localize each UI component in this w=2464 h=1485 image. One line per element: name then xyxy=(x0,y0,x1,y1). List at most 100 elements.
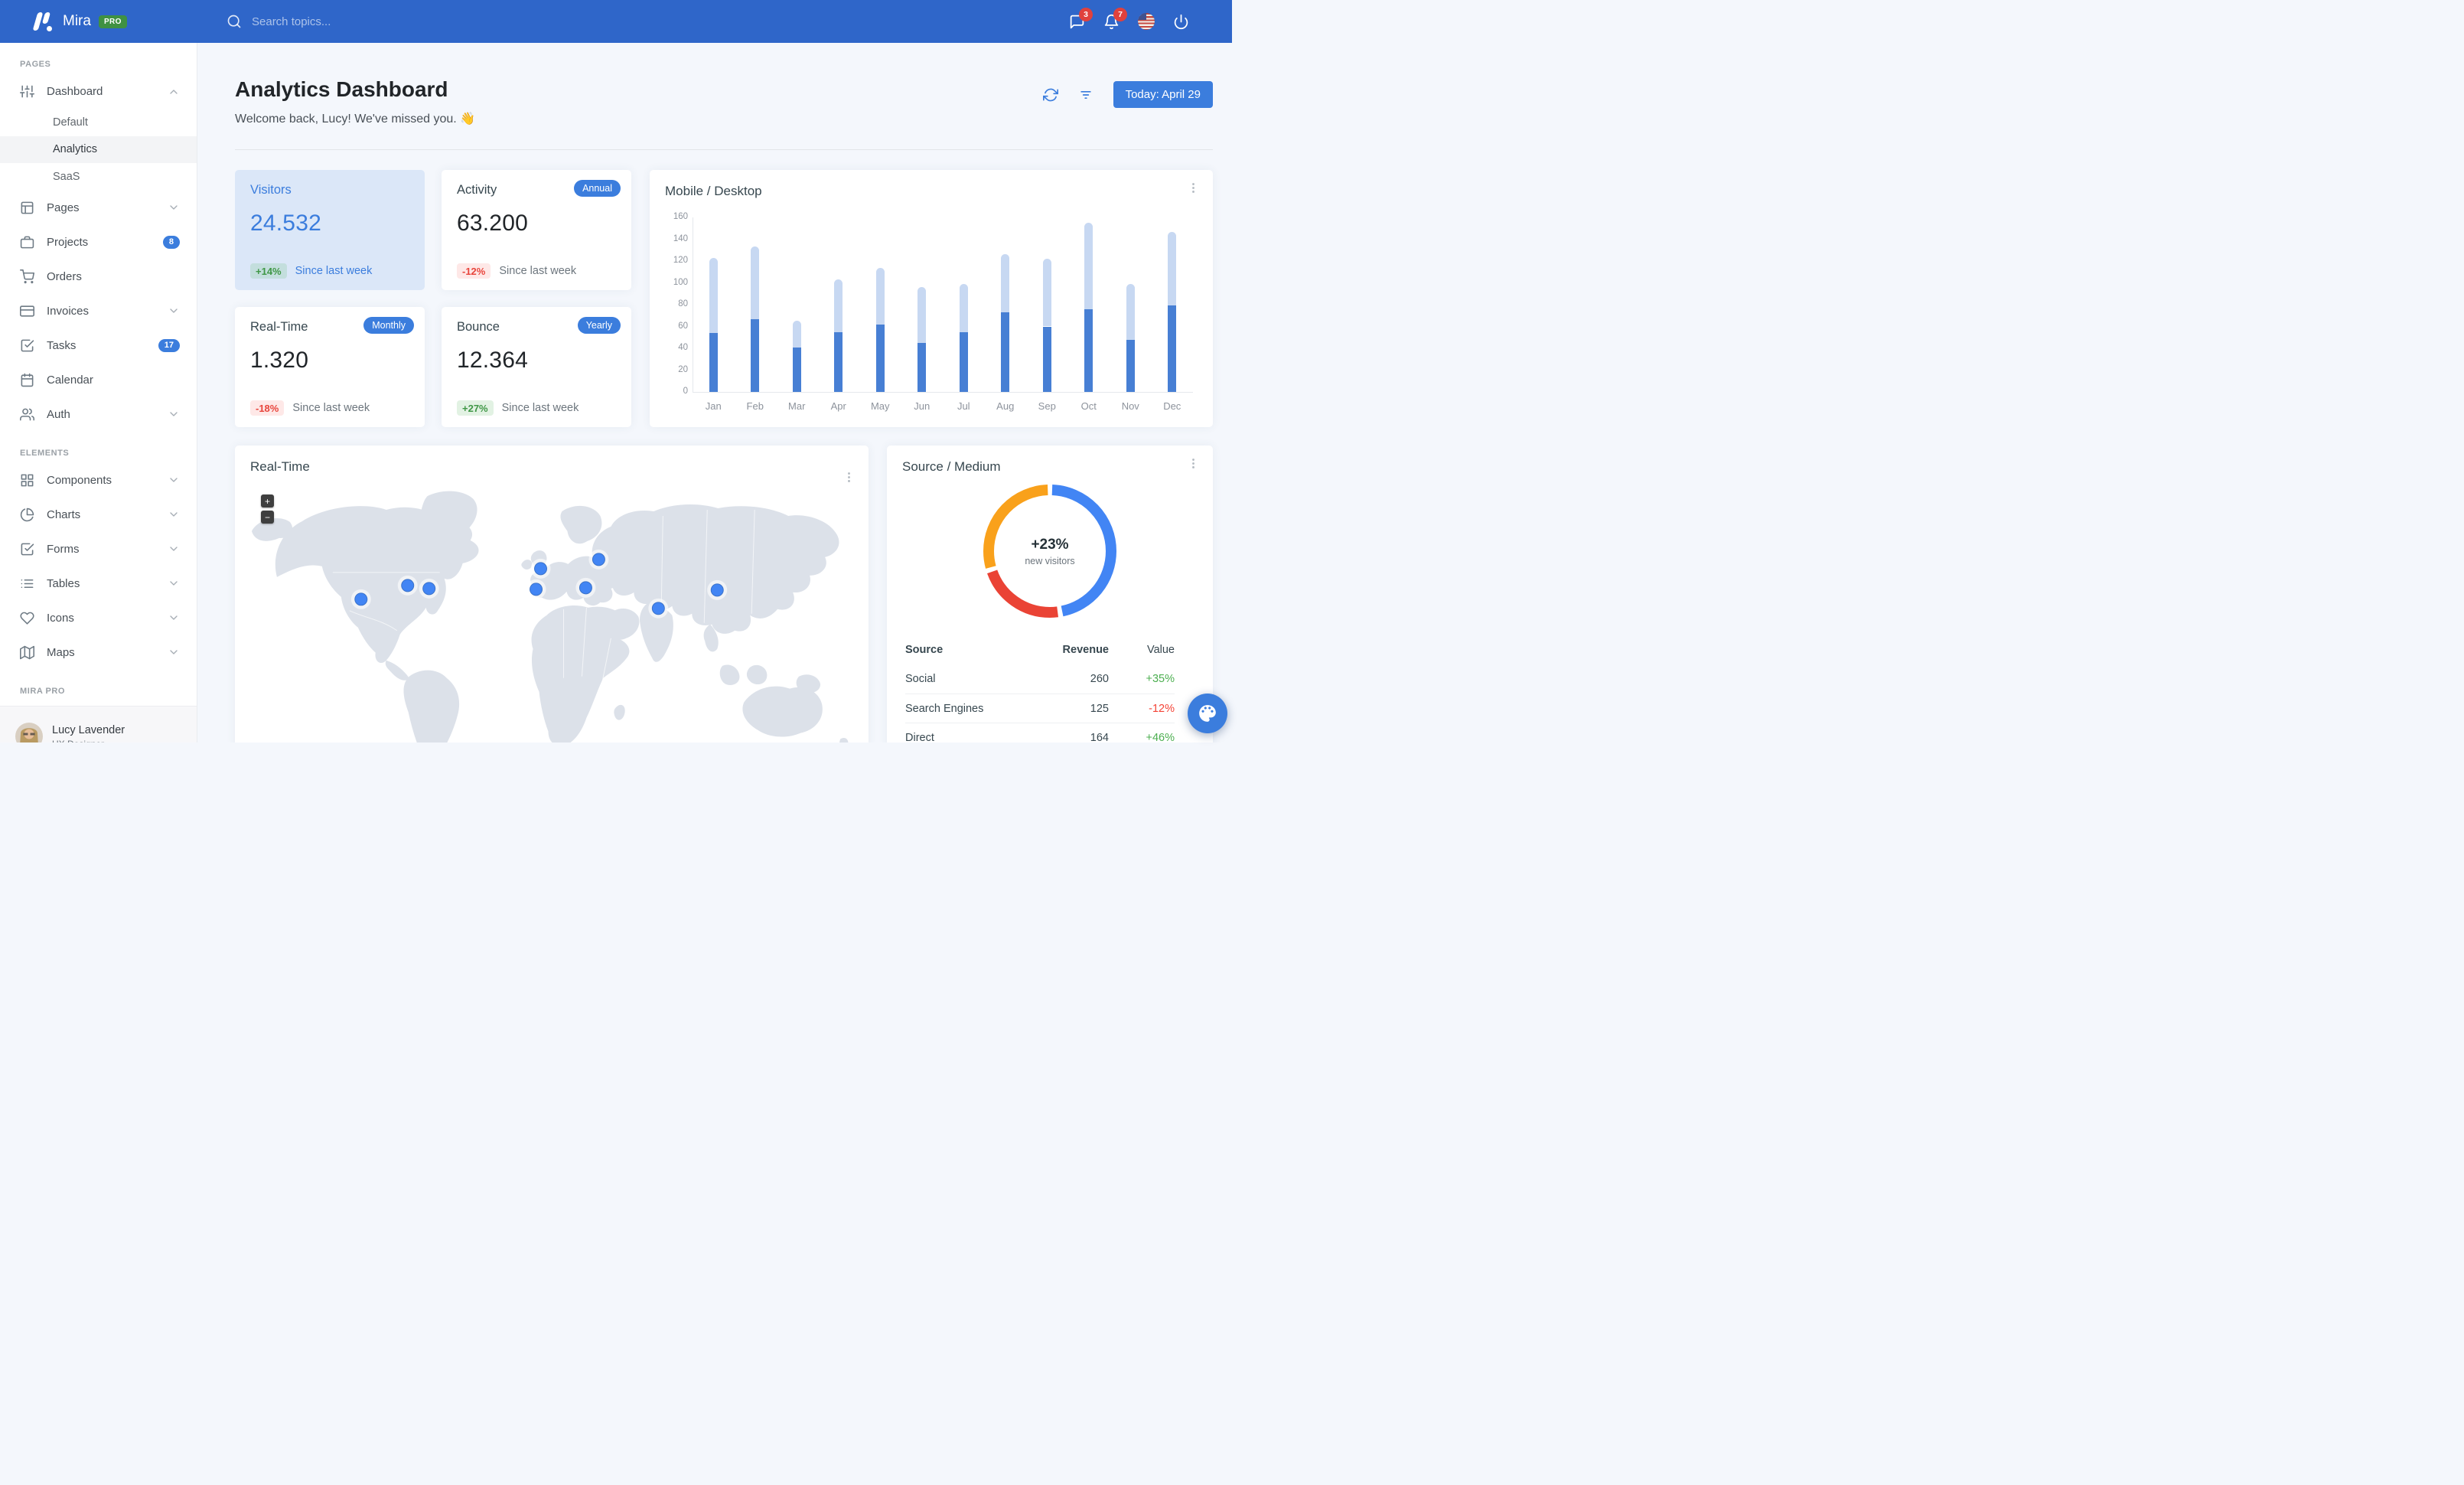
bar-desktop xyxy=(917,287,927,343)
list-icon xyxy=(20,576,34,591)
stat-card-real-time: Real-Time Monthly 1.320 -18% Since last week xyxy=(235,307,425,427)
sidebar-nav: PAGES Dashboard Default Analytics SaaS Pages P… xyxy=(0,43,197,701)
sidebar-item-label: Projects xyxy=(47,235,89,249)
heart-icon xyxy=(20,611,34,625)
sidebar-item-pages[interactable]: Pages xyxy=(0,191,197,225)
map-marker-us-central xyxy=(401,579,415,592)
y-axis-tick: 40 xyxy=(678,343,688,352)
kebab-menu-icon[interactable] xyxy=(1187,181,1200,194)
y-axis-tick: 0 xyxy=(683,387,688,396)
map-marker-spain xyxy=(530,583,543,596)
pro-badge: PRO xyxy=(98,15,127,28)
message-square-icon[interactable]: 3 xyxy=(1069,7,1093,30)
sidebar-item-dashboard[interactable]: Dashboard xyxy=(0,74,197,109)
stat-value: 12.364 xyxy=(457,348,528,373)
sidebar-item-orders[interactable]: Orders xyxy=(0,259,197,294)
x-axis-label: Apr xyxy=(830,400,846,412)
bell-icon[interactable]: 7 xyxy=(1103,7,1127,30)
kebab-menu-icon[interactable] xyxy=(843,471,856,484)
refresh-icon[interactable] xyxy=(1042,87,1058,103)
sidebar-item-invoices[interactable]: Invoices xyxy=(0,294,197,328)
date-button[interactable]: Today: April 29 xyxy=(1113,81,1213,108)
theme-settings-button[interactable] xyxy=(1188,694,1227,733)
chevron-down-icon xyxy=(168,474,180,486)
cell-source: Direct xyxy=(905,731,934,743)
cell-value: -12% xyxy=(1149,702,1175,715)
stat-delta: +27% xyxy=(457,400,494,416)
col-header-source: Source xyxy=(905,644,944,656)
sidebar-item-auth[interactable]: Auth xyxy=(0,397,197,432)
chevron-down-icon xyxy=(168,646,180,658)
sidebar-count-badge: 8 xyxy=(162,235,180,249)
bar-mobile xyxy=(875,324,885,392)
period-chip[interactable]: Yearly xyxy=(577,317,621,334)
chevron-down-icon xyxy=(168,305,180,317)
x-axis-label: Jul xyxy=(957,400,970,412)
sidebar-item-tables[interactable]: Tables xyxy=(0,566,197,601)
us-flag-icon[interactable] xyxy=(1138,13,1155,30)
y-axis-tick: 80 xyxy=(678,299,688,308)
stat-delta: +14% xyxy=(250,263,287,279)
y-axis-tick: 60 xyxy=(678,321,688,331)
sidebar-item-label: Invoices xyxy=(47,304,90,318)
sidebar-subitem-analytics[interactable]: Analytics xyxy=(0,135,197,163)
stat-value: 63.200 xyxy=(457,211,528,236)
chevron-down-icon xyxy=(168,508,180,521)
bar-desktop xyxy=(875,267,885,325)
briefcase-icon xyxy=(20,235,34,250)
kebab-menu-icon[interactable] xyxy=(1187,457,1200,470)
bar-chart-plot: 0 20 40 60 80 100 120 140 160 Jan Feb Mar Apr May Jun J… xyxy=(665,212,1196,416)
bar-desktop xyxy=(1042,259,1051,327)
map-icon xyxy=(20,645,34,660)
sidebar-item-calendar[interactable]: Calendar xyxy=(0,363,197,397)
world-map[interactable] xyxy=(235,487,869,742)
table-row: Social 260 +35% xyxy=(905,664,1175,694)
power-icon[interactable] xyxy=(1173,14,1189,30)
pie-chart-icon xyxy=(20,508,34,522)
sidebar-item-label: Forms xyxy=(47,542,80,556)
chart-mobile-desktop: Mobile / Desktop 0 20 40 60 80 100 120 140 160 Ja… xyxy=(650,170,1213,427)
grid-icon xyxy=(20,473,34,488)
sidebar-section-label: ELEMENTS xyxy=(20,448,70,458)
zoom-in-button[interactable]: + xyxy=(261,494,274,508)
sidebar-item-icons[interactable]: Icons xyxy=(0,601,197,635)
filter-icon[interactable] xyxy=(1078,87,1093,103)
sidebar-section-label: MIRA PRO xyxy=(20,686,65,696)
sidebar-item-forms[interactable]: Forms xyxy=(0,532,197,566)
period-chip[interactable]: Monthly xyxy=(363,317,414,334)
donut-slice-social xyxy=(983,485,1116,618)
layout-icon xyxy=(20,201,34,215)
bar-mobile xyxy=(792,347,801,392)
period-chip[interactable]: Annual xyxy=(574,180,621,197)
bar-mobile xyxy=(709,333,718,392)
sidebar-item-projects[interactable]: Projects 8 xyxy=(0,225,197,259)
check-square-icon xyxy=(20,542,34,556)
search-icon xyxy=(227,14,242,29)
bar-mobile xyxy=(1084,308,1093,392)
cell-source: Search Engines xyxy=(905,702,984,715)
cell-revenue: 260 xyxy=(1090,673,1109,685)
brand[interactable]: Mira PRO xyxy=(0,11,197,32)
sidebar-item-components[interactable]: Components xyxy=(0,463,197,498)
stat-card-bounce: Bounce Yearly 12.364 +27% Since last week xyxy=(442,307,631,427)
x-axis-label: Jun xyxy=(914,400,931,412)
search-input[interactable] xyxy=(252,15,497,28)
y-axis-tick: 20 xyxy=(678,364,688,374)
zoom-out-button[interactable]: − xyxy=(261,511,274,524)
palette-icon xyxy=(1198,703,1217,723)
sidebar-subitem-default[interactable]: Default xyxy=(53,116,88,129)
sidebar-user[interactable]: Lucy Lavender UX Designer xyxy=(0,705,197,742)
credit-card-icon xyxy=(20,304,34,318)
sidebar-item-tasks[interactable]: Tasks 17 xyxy=(0,328,197,363)
sidebar-item-maps[interactable]: Maps xyxy=(0,635,197,670)
bar-mobile xyxy=(959,331,968,392)
top-navbar: Mira PRO 37 xyxy=(0,0,1232,43)
sidebar-item-charts[interactable]: Charts xyxy=(0,498,197,532)
sliders-icon xyxy=(20,84,34,99)
bar-mobile xyxy=(751,318,760,392)
x-axis-label: May xyxy=(870,400,890,412)
cell-revenue: 164 xyxy=(1090,731,1109,743)
mira-logo-icon xyxy=(32,11,57,32)
sidebar-subitem-saas[interactable]: SaaS xyxy=(53,170,80,183)
sidebar-item-label: Components xyxy=(47,473,112,487)
